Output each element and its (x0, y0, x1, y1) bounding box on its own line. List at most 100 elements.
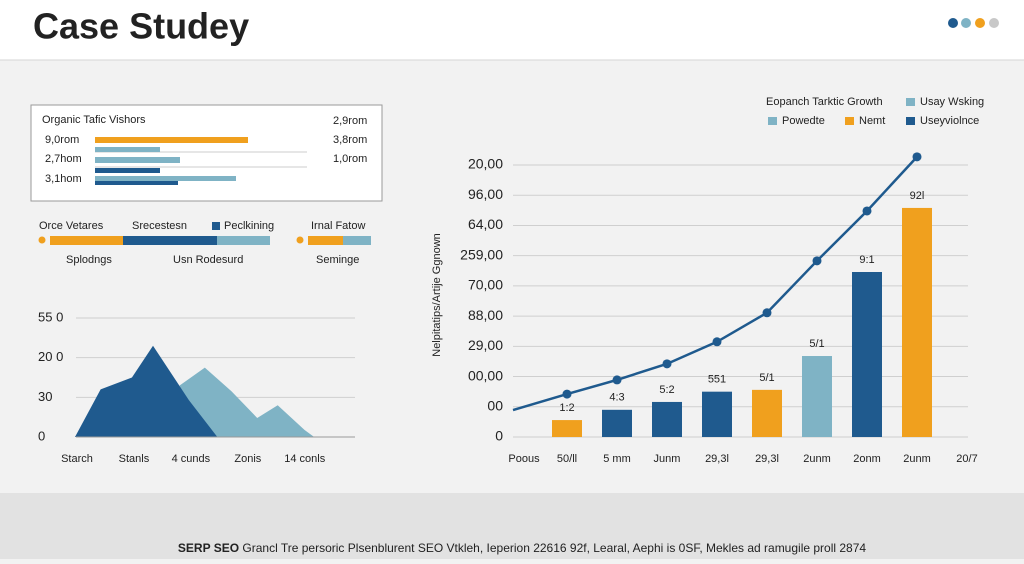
y-tick-label: 20 0 (38, 349, 63, 364)
y-tick-label: 0 (495, 428, 503, 444)
dot (975, 18, 985, 28)
bar-annotation: 551 (708, 374, 726, 386)
bar (652, 401, 682, 437)
strip-label: Splodngs (66, 254, 112, 266)
y-tick-label: 00 (487, 397, 503, 413)
page-title: Case Studey (33, 6, 249, 47)
line-point (662, 359, 672, 369)
y-tick-label: 0 (38, 428, 45, 443)
y-tick-label: 70,00 (468, 277, 503, 293)
row-bar (95, 176, 236, 181)
y-tick-label: 30 (38, 389, 52, 404)
y-tick-label: 259,00 (460, 246, 503, 262)
x-tick-label: Zonis (234, 453, 261, 465)
traffic-title: Organic Tafic Vishors (42, 114, 146, 126)
y-tick-label: 96,00 (468, 186, 503, 202)
row-bar (95, 157, 180, 163)
row-bar (95, 147, 160, 152)
row-value: 2,9rom (333, 115, 367, 127)
x-tick-label: Junm (654, 453, 681, 465)
footer-lead: SERP SEO (178, 541, 239, 555)
legend-swatch (845, 117, 854, 125)
line-point (612, 375, 622, 385)
footer-bg (0, 493, 1024, 559)
bar-annotation: 5/1 (809, 338, 824, 350)
bar (902, 207, 932, 437)
footer: SERP SEO Grancl Tre persoric Plsenbluren… (178, 541, 866, 555)
strip-bar (123, 236, 217, 245)
x-tick-label: Poous (508, 453, 540, 465)
dot (989, 18, 999, 28)
bar-annotation: 4:3 (609, 392, 624, 404)
bar-annotation: 5:2 (659, 384, 674, 396)
x-tick-label: 2onm (853, 453, 881, 465)
bar (852, 271, 882, 437)
area (75, 345, 218, 437)
strip-bar (50, 236, 123, 245)
line-point (812, 256, 822, 266)
line-point (562, 389, 572, 399)
bar (802, 356, 832, 437)
x-tick-label: 29,3l (755, 453, 779, 465)
y-tick-label: 00,00 (468, 367, 503, 383)
strip-dot (296, 236, 304, 244)
legend-label: Powedte (782, 115, 825, 127)
row-label: 9,0rom (45, 134, 79, 146)
strip-dot (38, 236, 46, 244)
x-tick-label: Stanls (119, 453, 150, 465)
area (179, 367, 315, 437)
chart-title: Eopanch Tarktic Growth (766, 96, 883, 108)
row-bar (95, 181, 178, 185)
strip-label: Orce Vetares (39, 220, 104, 232)
bar-annotation: 1:2 (559, 402, 574, 414)
x-tick-label: 14 conls (284, 453, 325, 465)
strip-label: Peclkining (224, 220, 274, 232)
bar (602, 409, 632, 437)
bar-annotation: 9:1 (859, 254, 874, 266)
legend-label: Usay Wsking (920, 96, 984, 108)
y-tick-label: 64,00 (468, 216, 503, 232)
y-axis-label: Nelpitatips/Artije Ggnown (431, 233, 443, 357)
bar (702, 391, 732, 437)
strip-swatch (212, 222, 220, 230)
strip-label: Usn Rodesurd (173, 254, 243, 266)
row-bar (95, 137, 248, 143)
x-tick-label: 4 cunds (172, 453, 211, 465)
row-label: 3,1hom (45, 173, 82, 185)
y-tick-label: 55 0 (38, 309, 63, 324)
strip-label: Seminge (316, 254, 359, 266)
bar (752, 389, 782, 437)
legend-swatch (768, 117, 777, 125)
strip-bar (217, 236, 270, 245)
x-tick-label: Starch (61, 453, 93, 465)
dot (948, 18, 958, 28)
x-tick-label: 2unm (903, 453, 931, 465)
y-tick-label: 29,00 (468, 337, 503, 353)
line-point (712, 337, 722, 347)
line-point (862, 206, 872, 216)
footer-text: Grancl Tre persoric Plsenblurent SEO Vtk… (242, 541, 866, 555)
dot (961, 18, 971, 28)
bar-annotation: 5/1 (759, 372, 774, 384)
traffic-box (30, 104, 383, 202)
strip-bar (308, 236, 343, 245)
x-tick-label: 2unm (803, 453, 831, 465)
row-value: 1,0rom (333, 153, 367, 165)
bar (552, 420, 582, 437)
y-tick-label: 88,00 (468, 307, 503, 323)
legend-label: Nemt (859, 115, 885, 127)
row-bar (95, 168, 160, 173)
y-tick-label: 20,00 (468, 156, 503, 172)
x-tick-label: 20/7 (956, 453, 977, 465)
strip-label: Srecestesn (132, 220, 187, 232)
x-tick-label: 50/ll (557, 453, 577, 465)
header-bg (0, 0, 1024, 60)
x-tick-label: 5 mm (603, 453, 631, 465)
legend-swatch (906, 117, 915, 125)
row-value: 3,8rom (333, 134, 367, 146)
legend-label: Useyviolnce (920, 115, 979, 127)
strip-bar (343, 236, 371, 245)
line-point (762, 308, 772, 318)
bar-annotation: 92l (910, 190, 925, 202)
